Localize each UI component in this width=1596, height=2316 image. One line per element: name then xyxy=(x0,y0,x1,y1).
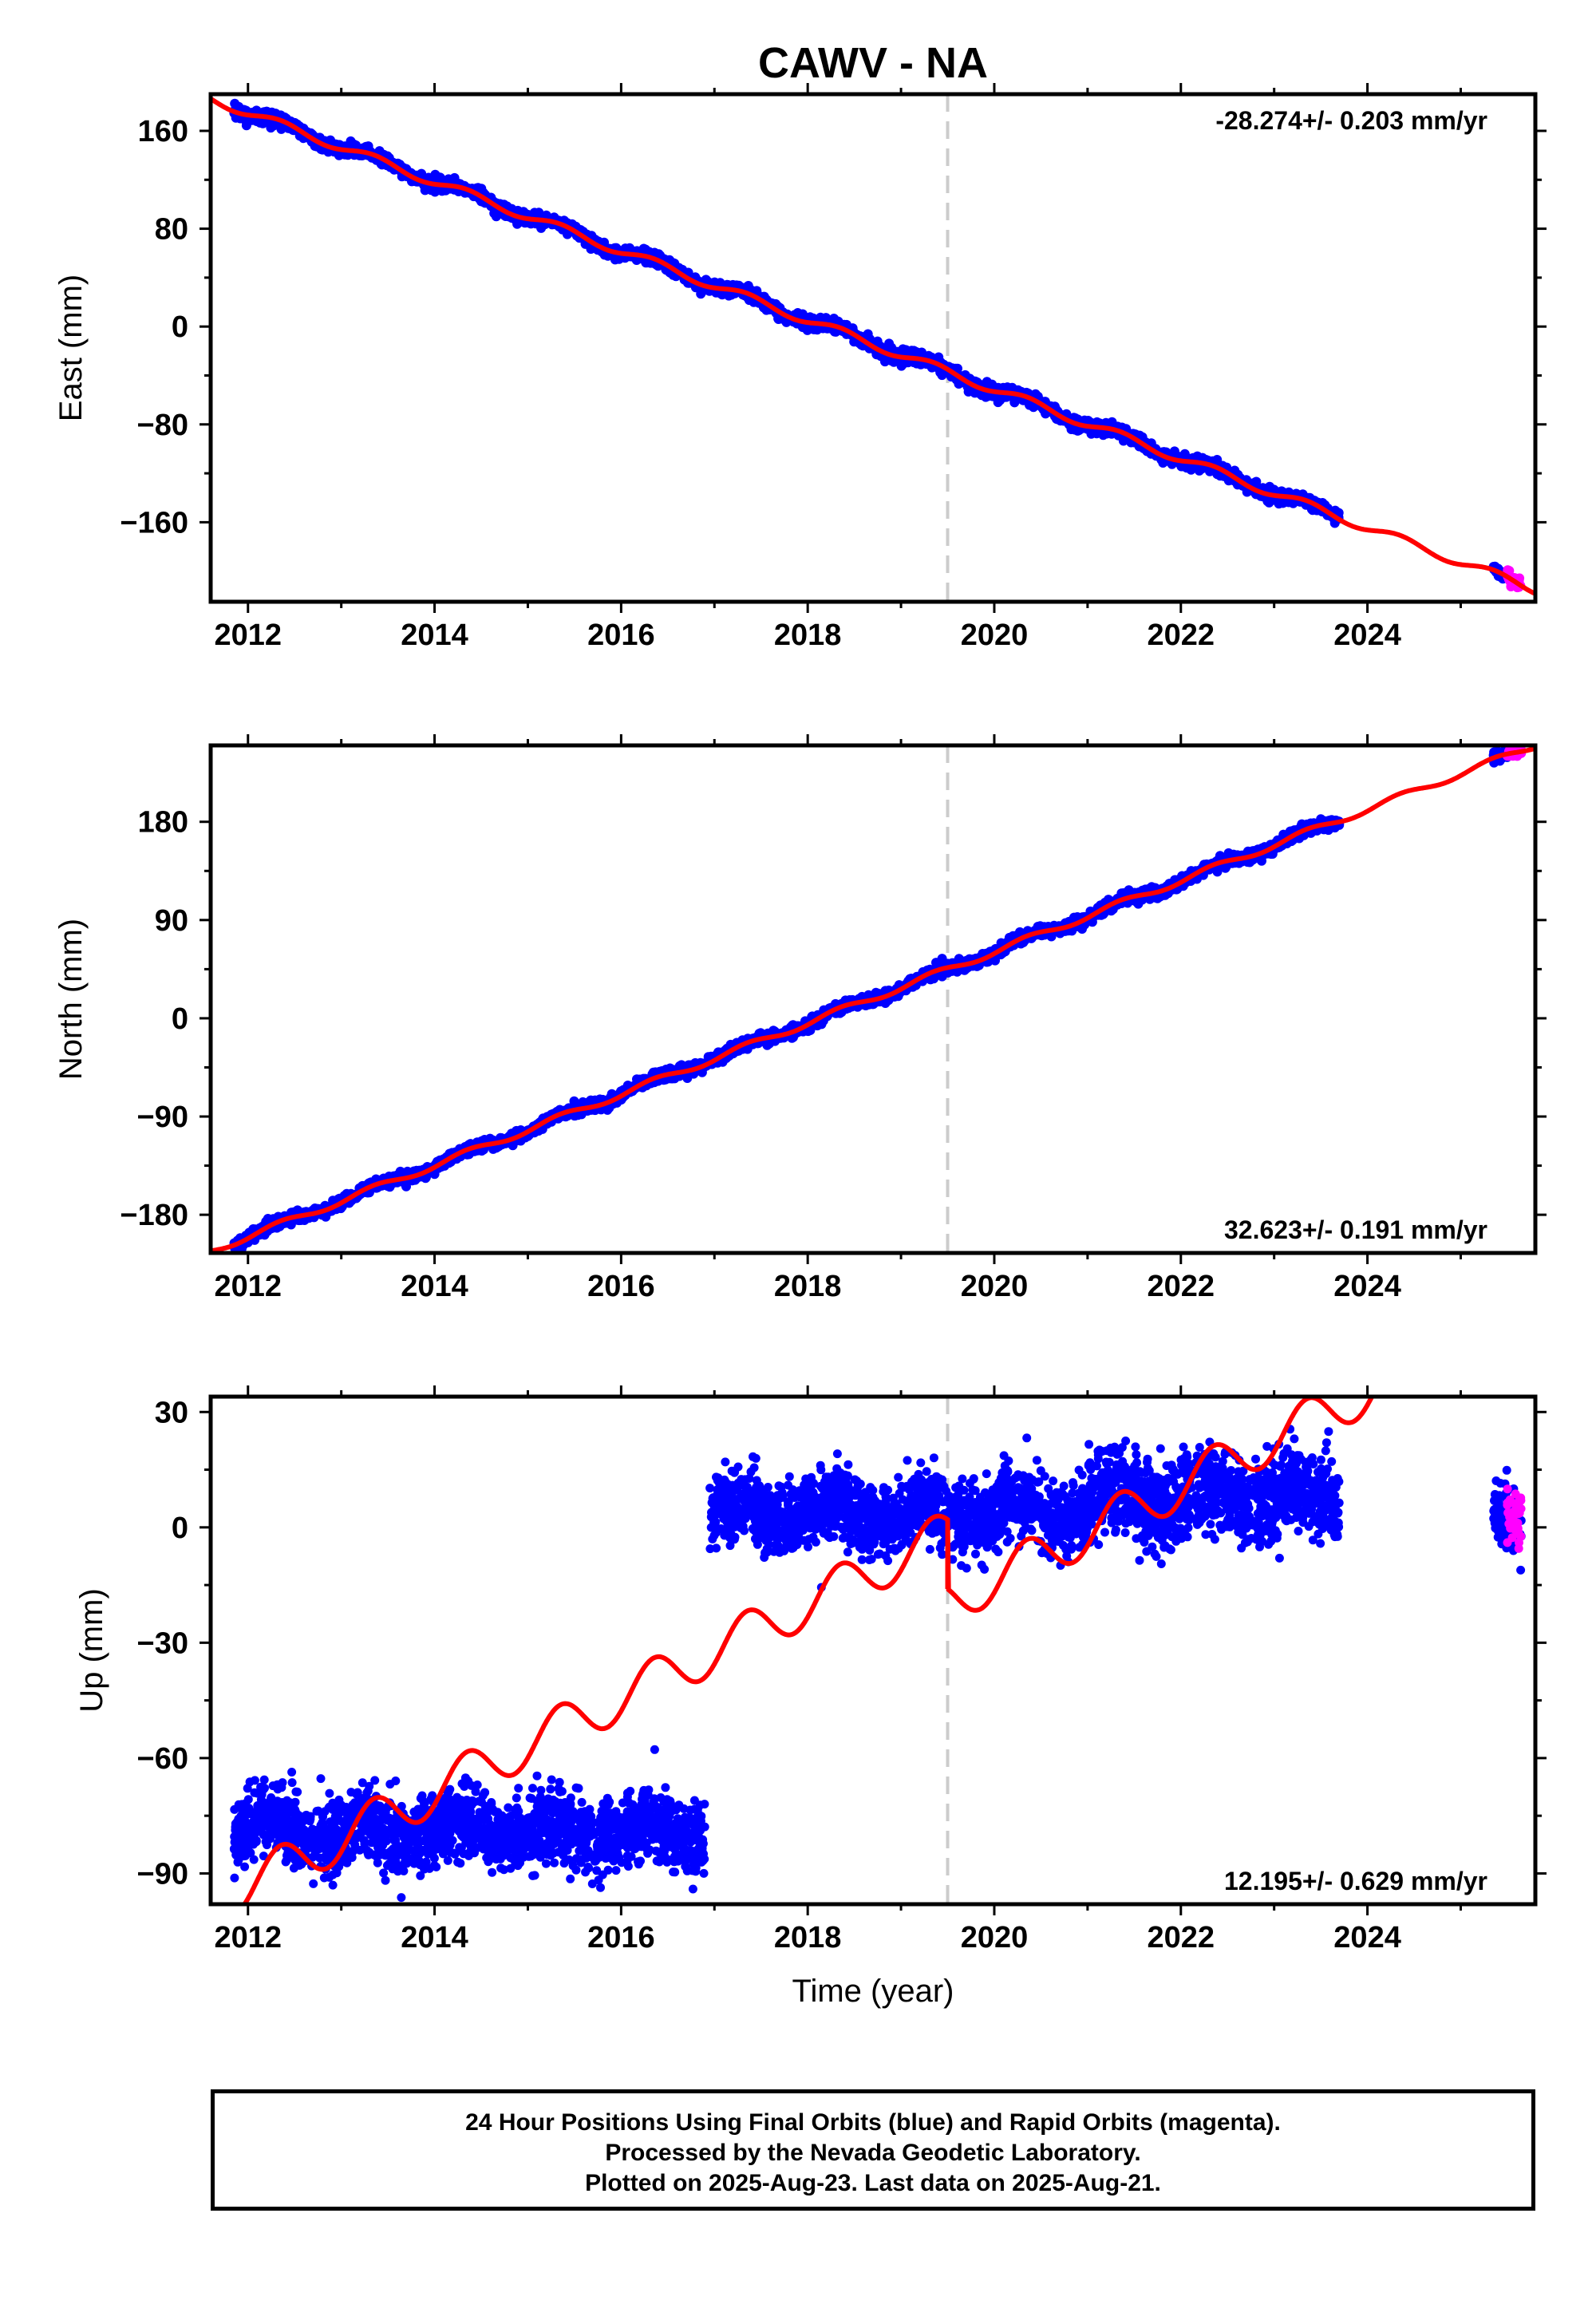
panel-north: 2012 2014 2016 2018 2020 2022 2024180900−90−18… xyxy=(53,734,1547,1303)
y-tick-label: 160 xyxy=(138,115,188,148)
model-line-east xyxy=(211,97,1535,596)
panel-east: 2012 2014 2016 2018 2020 2022 2024 160 80 0 −80 −16… xyxy=(53,83,1547,652)
data-point xyxy=(1073,425,1083,436)
x-tick-label: 2022 xyxy=(1148,619,1215,652)
data-point xyxy=(887,342,897,353)
x-tick-label: 2012 xyxy=(214,619,282,652)
x-tick-label: 2020 xyxy=(961,619,1029,652)
x-tick-label: 2016 xyxy=(587,619,655,652)
panels: 2012 2014 2016 2018 2020 2022 2024 160 80 0 −80 −16… xyxy=(53,83,1547,2009)
y-tick-label: 80 xyxy=(155,213,188,247)
y-tick-label: −80 xyxy=(137,409,188,442)
y-tick-label: 0 xyxy=(172,310,188,344)
rate-label: -28.274+/- 0.203 mm/yr xyxy=(1215,106,1487,135)
data-point xyxy=(536,223,547,233)
x-tick-label: 2024 xyxy=(1333,619,1401,652)
plot-area xyxy=(211,94,1535,602)
x-tick-label: 2014 xyxy=(401,619,468,652)
data-points-east xyxy=(229,98,1512,584)
x-tick-label: 2018 xyxy=(774,619,842,652)
data-point xyxy=(897,359,907,370)
y-tick-label: −160 xyxy=(120,506,188,539)
y-axis-title: East (mm) xyxy=(53,275,89,421)
chart-title: CAWV - NA xyxy=(758,39,988,87)
plot-area xyxy=(211,745,1535,1253)
